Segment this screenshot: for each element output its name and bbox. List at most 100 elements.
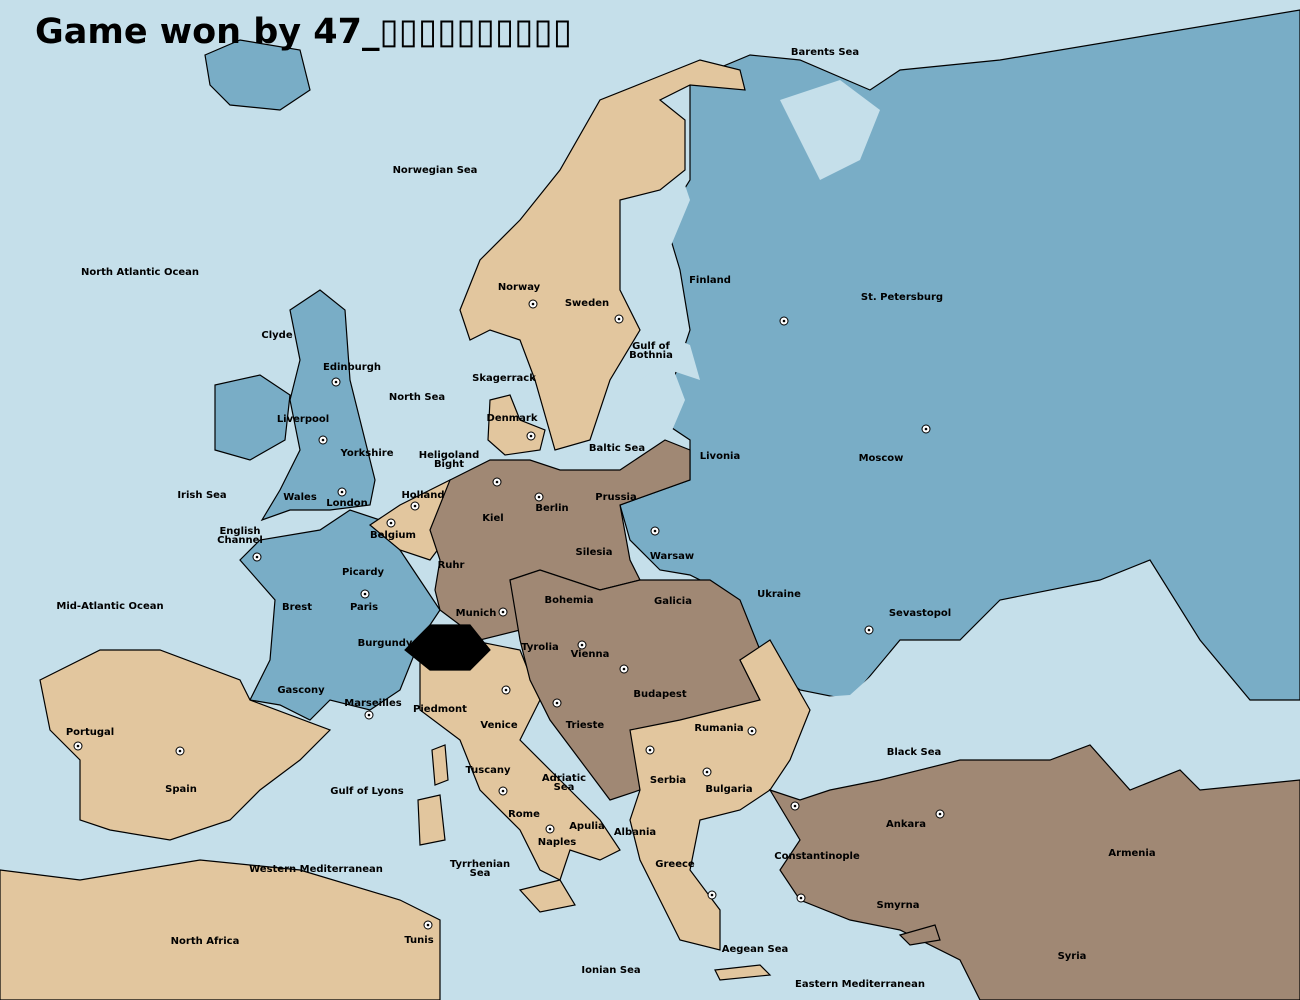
province-label: North Africa: [171, 936, 240, 947]
province-label: Channel: [217, 535, 263, 546]
province-label: Spain: [165, 784, 197, 795]
supply-center-dot: [782, 319, 786, 323]
region-iberia[interactable]: [39, 649, 332, 841]
province-label: Sea: [554, 782, 575, 793]
region-france[interactable]: [239, 509, 441, 721]
supply-center-dot: [705, 770, 709, 774]
province-label: Brest: [282, 602, 312, 613]
province-label: Burgundy: [358, 638, 413, 649]
region-ireland[interactable]: [214, 374, 291, 461]
region-switzerland[interactable]: [404, 624, 491, 671]
province-label: Liverpool: [277, 414, 329, 425]
province-label: St. Petersburg: [861, 292, 943, 303]
province-label: Irish Sea: [177, 490, 226, 501]
province-label: Barents Sea: [791, 47, 859, 58]
region-crete[interactable]: [714, 964, 772, 981]
region-north-africa[interactable]: [0, 859, 441, 1000]
supply-center-dot: [531, 302, 535, 306]
province-label: London: [326, 498, 368, 509]
supply-center-dot: [799, 896, 803, 900]
province-label: Trieste: [566, 720, 605, 731]
province-label: Syria: [1058, 951, 1087, 962]
province-label: Constantinople: [774, 851, 860, 862]
province-label: Wales: [283, 492, 317, 503]
province-label: Warsaw: [650, 551, 694, 562]
province-label: Ankara: [886, 819, 926, 830]
region-britain[interactable]: [260, 289, 376, 522]
supply-center-dot: [389, 521, 393, 525]
supply-center-dot: [76, 744, 80, 748]
region-baltic-sea[interactable]: [560, 360, 685, 470]
province-label: Smyrna: [877, 900, 920, 911]
region-gulf-of-bothnia[interactable]: [620, 170, 700, 380]
supply-center-dot: [340, 490, 344, 494]
supply-center-dot: [334, 380, 338, 384]
province-label: Gulf of: [632, 341, 670, 352]
supply-center-dot: [653, 529, 657, 533]
province-label: Paris: [350, 602, 378, 613]
province-label: Western Mediterranean: [249, 864, 383, 875]
region-cyprus[interactable]: [898, 924, 941, 946]
province-label: Aegean Sea: [722, 944, 789, 955]
supply-center-dot: [617, 317, 621, 321]
province-label: Mid-Atlantic Ocean: [56, 601, 163, 612]
province-label: Venice: [480, 720, 517, 731]
supply-center-dot: [580, 643, 584, 647]
supply-center-dot: [255, 555, 259, 559]
province-label: Tyrolia: [521, 642, 559, 653]
province-label: Denmark: [487, 413, 538, 424]
province-label: Bulgaria: [705, 784, 752, 795]
province-label: Clyde: [261, 330, 292, 341]
province-label: Black Sea: [887, 747, 942, 758]
supply-center-dot: [793, 804, 797, 808]
supply-center-dot: [537, 495, 541, 499]
region-scandinavia[interactable]: [459, 59, 746, 451]
province-label: Gascony: [277, 685, 325, 696]
province-label: Norwegian Sea: [393, 165, 478, 176]
province-label: Rome: [508, 809, 540, 820]
supply-center-dot: [501, 789, 505, 793]
province-label: Norway: [498, 282, 541, 293]
province-label: Tunis: [404, 935, 433, 946]
supply-center-dot: [555, 701, 559, 705]
supply-center-dot: [501, 610, 505, 614]
province-label: Berlin: [535, 503, 568, 514]
province-label: Livonia: [700, 451, 740, 462]
province-label: Belgium: [370, 530, 416, 541]
supply-center-dot: [648, 748, 652, 752]
province-label: Adriatic: [542, 773, 586, 784]
province-label: Albania: [614, 827, 656, 838]
province-label: Baltic Sea: [589, 443, 645, 454]
province-label: Ionian Sea: [581, 965, 640, 976]
province-label: Bothnia: [629, 350, 673, 361]
province-label: Ukraine: [757, 589, 801, 600]
supply-center-dot: [178, 749, 182, 753]
province-label: Finland: [689, 275, 731, 286]
province-label: Greece: [655, 859, 695, 870]
region-black-sea[interactable]: [780, 645, 1190, 800]
region-sardinia[interactable]: [417, 794, 446, 846]
province-label: Yorkshire: [340, 448, 394, 459]
province-label: Eastern Mediterranean: [795, 979, 925, 990]
province-label: Picardy: [342, 567, 385, 578]
supply-center-dot: [413, 504, 417, 508]
province-label: Rumania: [694, 723, 743, 734]
region-corsica[interactable]: [431, 744, 449, 786]
supply-center-dot: [750, 729, 754, 733]
province-label: Edinburgh: [323, 362, 381, 373]
region-sicily[interactable]: [518, 879, 576, 913]
region-white-sea[interactable]: [780, 80, 880, 180]
region-germany[interactable]: [429, 439, 691, 641]
region-turkey[interactable]: [768, 744, 1300, 1000]
region-iceland[interactable]: [204, 39, 311, 111]
supply-center-dot: [367, 713, 371, 717]
supply-center-dot: [938, 812, 942, 816]
supply-center-dot: [622, 667, 626, 671]
province-label: English: [219, 526, 260, 537]
region-balkans[interactable]: [629, 639, 811, 951]
province-label: Armenia: [1108, 848, 1155, 859]
province-label: Tyrrhenian: [450, 859, 510, 870]
game-title: Game won by 47_▯▯▯▯▯▯▯▯▯▯: [35, 12, 573, 52]
province-label: Bohemia: [545, 595, 594, 606]
